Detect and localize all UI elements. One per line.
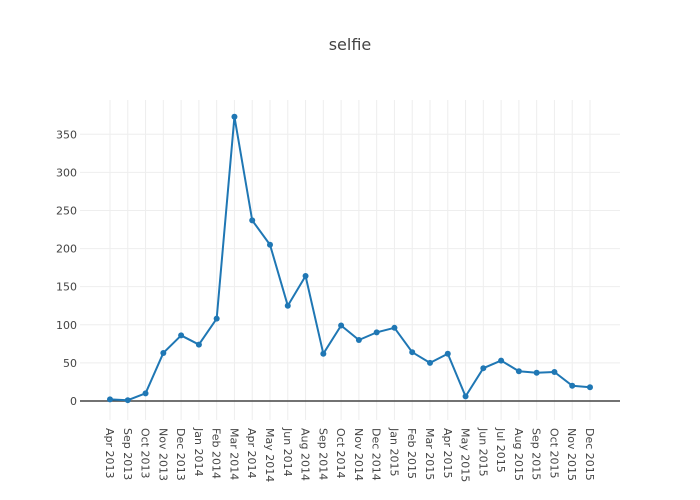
y-tick-label: 200 [56,243,77,256]
x-tick-label: Dec 2013 [174,428,187,481]
x-tick-label: Sep 2013 [121,428,134,480]
x-tick-label: Oct 2013 [139,428,152,479]
x-tick-label: Sep 2014 [316,428,329,480]
y-tick-label: 300 [56,166,77,179]
y-tick-label: 150 [56,281,77,294]
x-tick-label: Dec 2014 [370,428,383,481]
data-point [142,390,149,397]
x-tick-label: May 2014 [263,428,276,482]
data-point [249,217,256,224]
data-point [320,350,327,357]
data-point [355,337,362,343]
x-tick-label: Feb 2014 [210,428,223,479]
series-line-layer [109,115,591,402]
y-tick-labels: 0 50 100 150 200 250 300 350 [56,128,77,408]
grid-layer [80,100,620,420]
data-point [551,369,558,375]
x-tick-label: Mar 2014 [227,428,240,480]
data-point [462,393,469,400]
x-tick-label: Dec 2015 [583,428,596,481]
x-tick-label: Aug 2014 [299,428,312,481]
y-tick-label: 250 [56,204,77,217]
data-point [515,368,522,375]
x-tick-label: Nov 2013 [156,428,169,481]
data-point [391,324,398,331]
x-tick-label: Oct 2014 [334,428,347,479]
x-tick-labels: Apr 2013 Sep 2013 Oct 2013 Nov 2013 Dec 2013… [103,427,596,482]
x-tick-label: Jun 2015 [476,427,489,477]
y-tick-label: 50 [63,357,77,370]
y-tick-label: 350 [56,128,77,141]
y-tick-label: 0 [70,395,77,408]
data-point [409,349,416,356]
y-tick-label: 100 [56,319,77,332]
x-tick-label: Feb 2015 [405,428,418,479]
data-point [480,365,487,372]
data-point [569,382,576,389]
x-tick-label: Jan 2015 [387,427,400,476]
x-tick-label: Mar 2015 [423,428,436,480]
data-point [213,315,220,322]
data-point [587,384,593,391]
x-tick-label: Jun 2014 [281,427,294,477]
data-point [338,322,345,329]
data-point [444,350,451,357]
x-tick-label: Nov 2014 [352,428,365,481]
x-tick-label: Oct 2015 [547,428,560,479]
x-tick-label: Jul 2015 [494,427,507,473]
data-point [124,397,131,404]
data-point [284,302,291,309]
data-point [302,273,309,279]
data-point [427,359,433,366]
series-line [109,115,591,402]
data-point [533,369,540,376]
x-tick-label: Apr 2013 [103,428,116,479]
data-point [195,341,202,348]
data-point [231,113,238,120]
x-tick-label: Jan 2014 [192,427,205,476]
x-tick-label: Apr 2014 [245,428,258,479]
x-tick-label: Aug 2015 [512,428,525,481]
x-tick-label: Sep 2015 [530,428,543,480]
data-point [178,332,185,339]
x-tick-label: Apr 2015 [441,428,454,479]
x-tick-label: Nov 2015 [565,428,578,481]
chart-title: selfie [329,35,372,54]
data-point [267,241,273,248]
x-tick-label: May 2015 [459,428,472,482]
data-points-layer [107,113,593,404]
data-point [107,396,113,403]
data-point [373,329,380,336]
data-point [498,357,505,364]
data-point [160,349,167,356]
